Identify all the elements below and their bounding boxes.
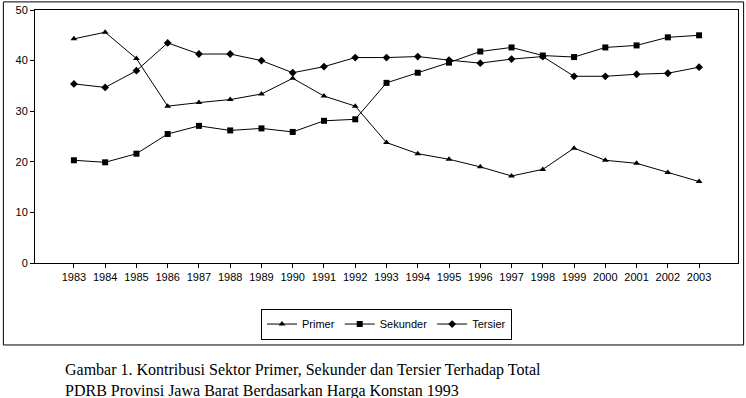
svg-text:1996: 1996 <box>468 271 492 283</box>
svg-text:2002: 2002 <box>656 271 680 283</box>
svg-text:Primer: Primer <box>302 318 335 330</box>
svg-text:1994: 1994 <box>406 271 430 283</box>
svg-text:1990: 1990 <box>280 271 304 283</box>
svg-text:1984: 1984 <box>93 271 117 283</box>
svg-text:1989: 1989 <box>249 271 273 283</box>
svg-text:2000: 2000 <box>593 271 617 283</box>
svg-text:20: 20 <box>16 156 28 168</box>
svg-text:1986: 1986 <box>155 271 179 283</box>
svg-text:1997: 1997 <box>499 271 523 283</box>
svg-text:Gambar 1. Kontribusi Sektor Pr: Gambar 1. Kontribusi Sektor Primer, Seku… <box>65 361 541 398</box>
svg-text:1993: 1993 <box>374 271 398 283</box>
svg-text:Tersier: Tersier <box>472 318 505 330</box>
svg-text:1988: 1988 <box>218 271 242 283</box>
svg-text:1987: 1987 <box>187 271 211 283</box>
svg-text:1983: 1983 <box>62 271 86 283</box>
svg-text:1985: 1985 <box>124 271 148 283</box>
svg-text:40: 40 <box>16 54 28 66</box>
svg-text:30: 30 <box>16 105 28 117</box>
svg-text:1999: 1999 <box>562 271 586 283</box>
svg-text:0: 0 <box>22 257 28 269</box>
svg-text:10: 10 <box>16 206 28 218</box>
svg-text:Sekunder: Sekunder <box>380 318 427 330</box>
svg-text:1991: 1991 <box>312 271 336 283</box>
svg-text:1995: 1995 <box>437 271 461 283</box>
svg-text:50: 50 <box>16 4 28 16</box>
svg-text:2001: 2001 <box>624 271 648 283</box>
svg-text:1998: 1998 <box>531 271 555 283</box>
svg-text:2003: 2003 <box>687 271 711 283</box>
svg-text:1992: 1992 <box>343 271 367 283</box>
